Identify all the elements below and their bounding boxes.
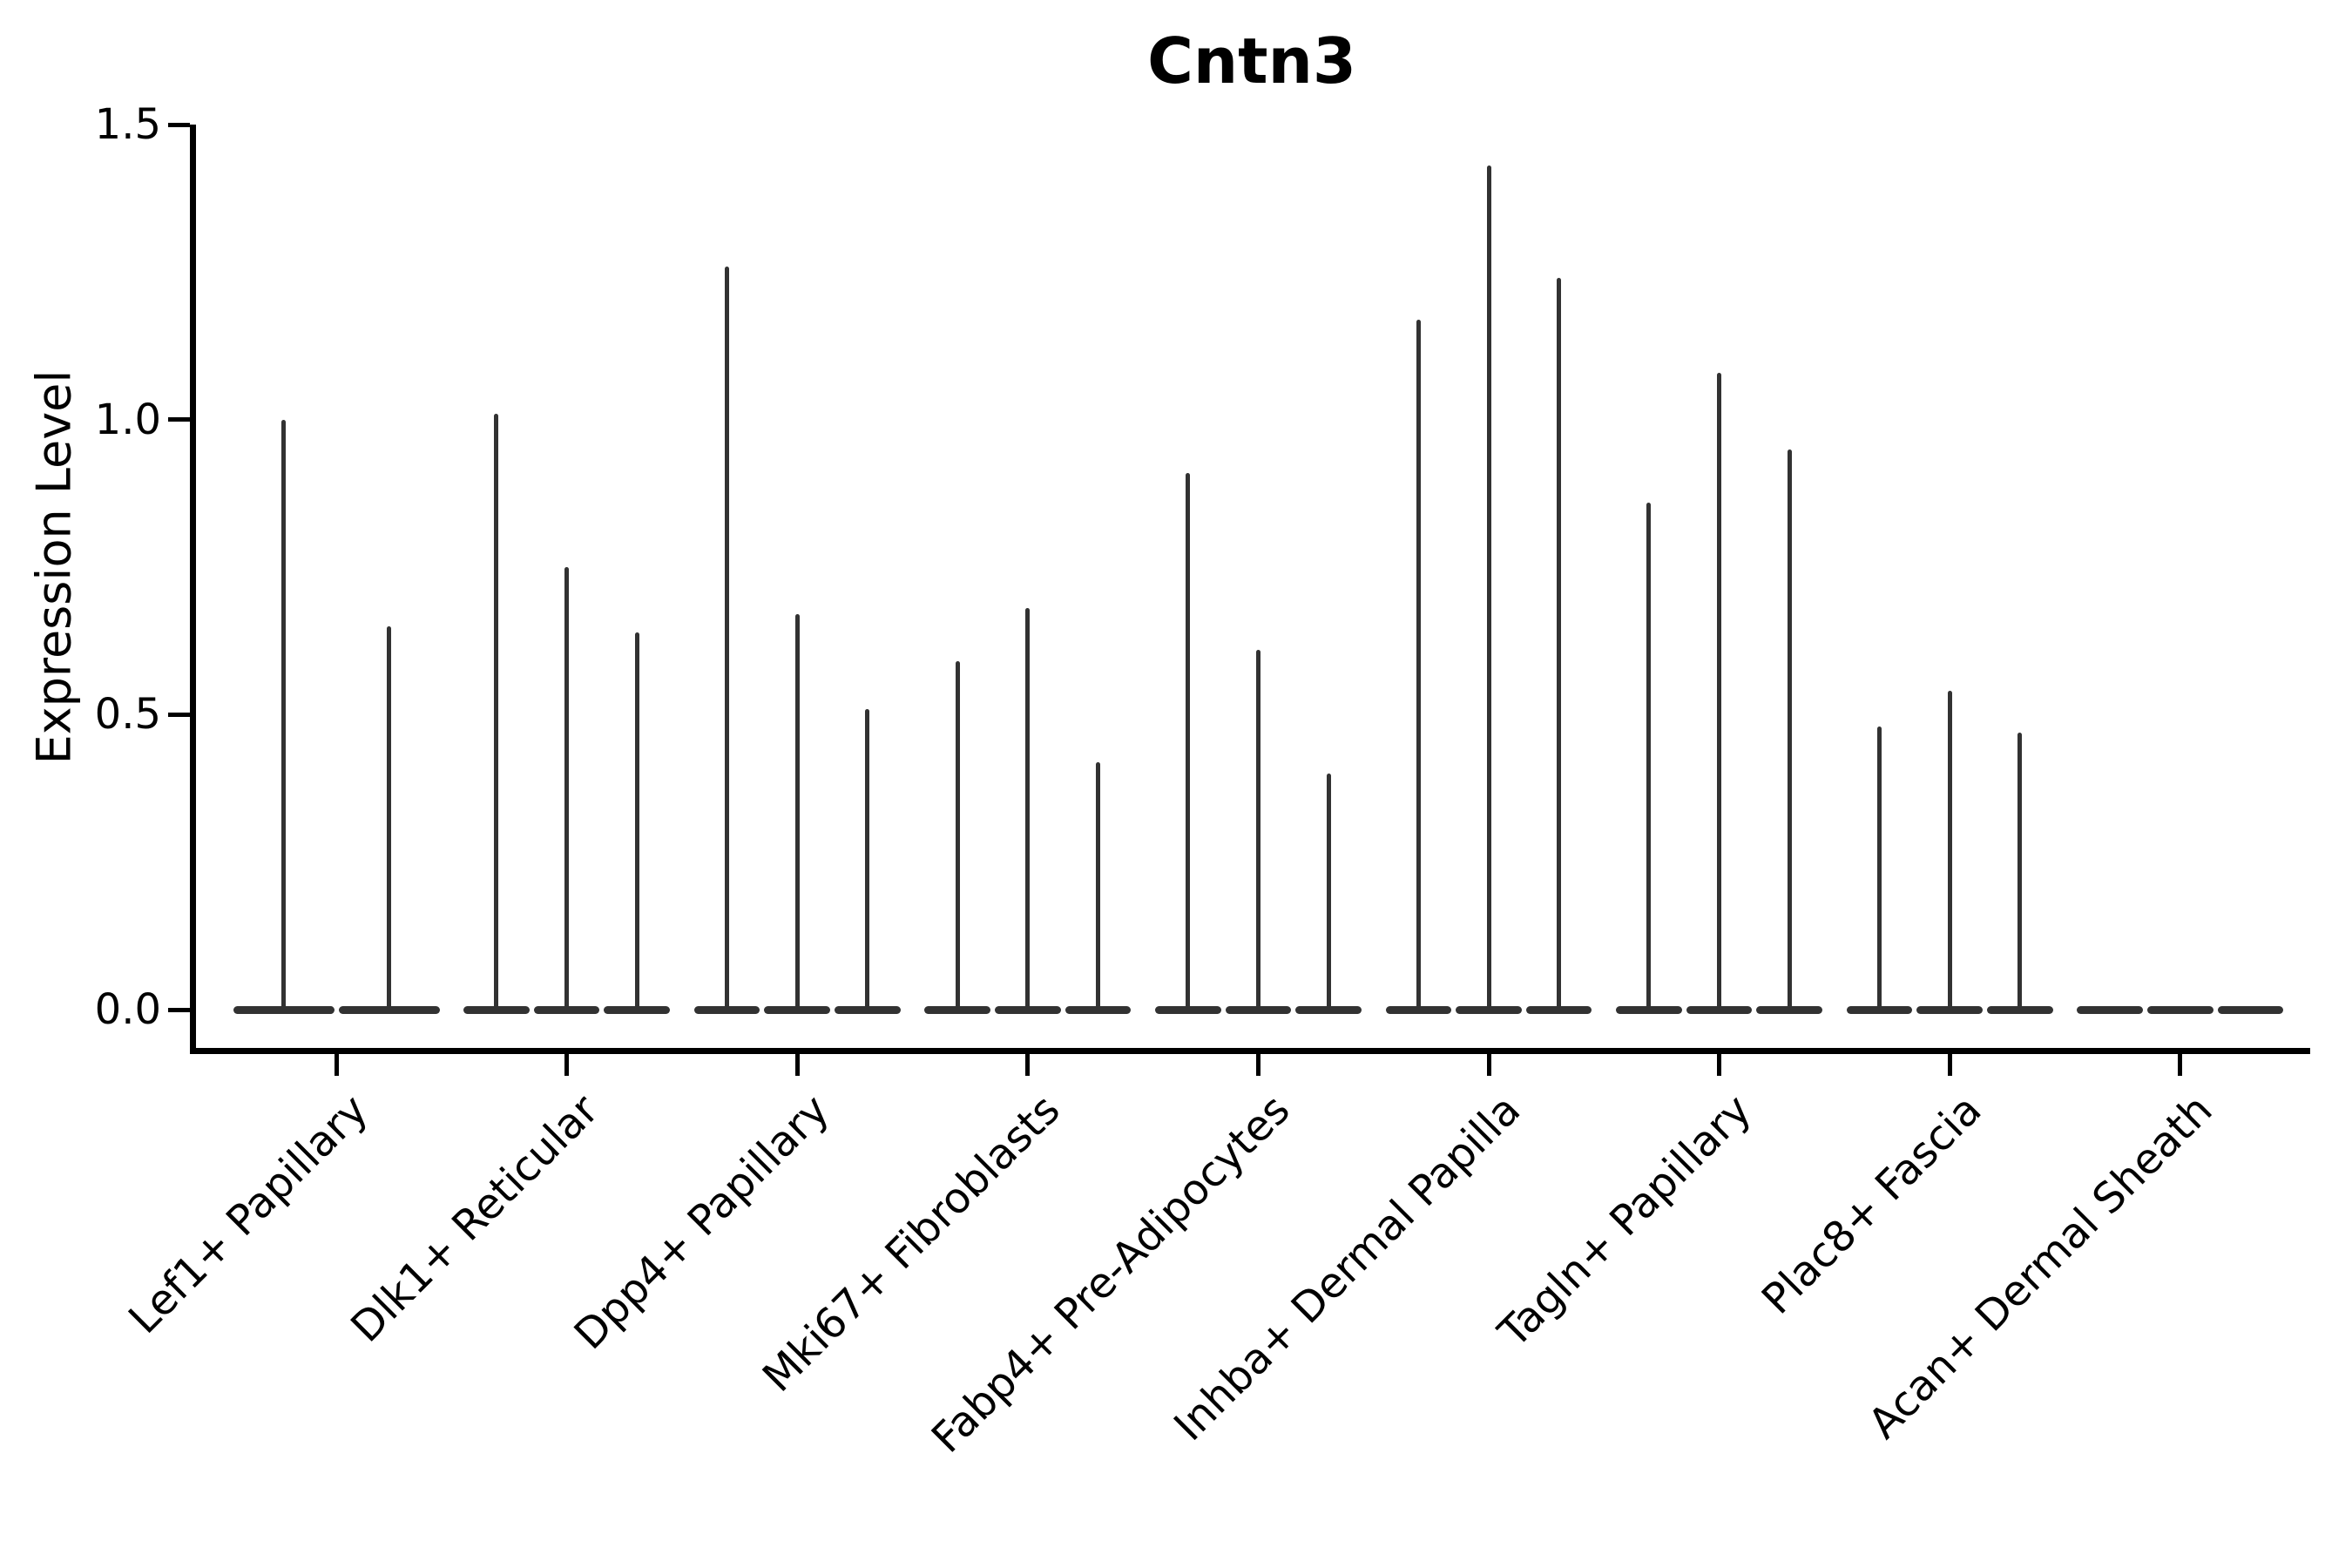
violin-base [604, 1005, 671, 1014]
x-tick-mark [1717, 1054, 1722, 1076]
violin-base [1385, 1005, 1452, 1014]
x-tick-mark [564, 1054, 570, 1076]
violin-base [233, 1005, 335, 1014]
violin-spike [564, 567, 570, 1010]
violin-base [2077, 1005, 2143, 1014]
x-tick-mark [334, 1054, 339, 1076]
violin-spike [1326, 774, 1331, 1010]
violin-base [764, 1005, 831, 1014]
violin-base [463, 1005, 530, 1014]
x-tick-mark [2178, 1054, 2183, 1076]
x-axis-spine [190, 1048, 2310, 1054]
y-tick-mark [168, 712, 190, 717]
x-tick-mark [1947, 1054, 1952, 1076]
violin-spike [1416, 319, 1421, 1010]
violin-spike [387, 625, 391, 1010]
violin-base [1295, 1005, 1362, 1014]
violin-spike [1255, 649, 1260, 1010]
violin-spike [865, 708, 870, 1010]
violin-spike [281, 419, 286, 1010]
violin-base [1916, 1005, 1984, 1014]
violin-base [1756, 1005, 1823, 1014]
violin-base [1686, 1005, 1753, 1014]
violin-base [2146, 1005, 2213, 1014]
y-tick-label: 1.5 [94, 100, 161, 150]
violin-spike [1787, 449, 1792, 1010]
y-tick-mark [168, 417, 190, 422]
y-axis-spine [190, 125, 196, 1054]
x-tick-mark [1255, 1054, 1260, 1076]
x-tick-mark [1486, 1054, 1491, 1076]
x-tick-label: Dpp4+ Papillary [564, 1085, 839, 1360]
violin-spike [1486, 166, 1491, 1010]
violin-base [924, 1005, 990, 1014]
violin-base [1987, 1005, 2053, 1014]
y-tick-mark [168, 1007, 190, 1012]
violin-spike [1717, 372, 1722, 1010]
x-tick-label: Dlk1+ Reticular [341, 1085, 609, 1352]
violin-spike [725, 266, 730, 1010]
violin-base [1846, 1005, 1913, 1014]
chart-title: Cntn3 [1147, 24, 1356, 98]
violin-base [533, 1005, 600, 1014]
violin-base [1456, 1005, 1522, 1014]
x-tick-label: Plac8+ Fascia [1753, 1085, 1991, 1324]
violin-spike [2017, 732, 2023, 1010]
violin-base [994, 1005, 1061, 1014]
violin-base [693, 1005, 760, 1014]
x-tick-label: Tagln+ Papillary [1489, 1085, 1761, 1357]
violin-spike [1025, 608, 1031, 1010]
y-tick-mark [168, 122, 190, 127]
violin-spike [955, 661, 960, 1010]
violin-base [1225, 1005, 1292, 1014]
y-tick-label: 0.0 [94, 985, 161, 1034]
violin-spike [1877, 726, 1882, 1010]
x-tick-mark [1025, 1054, 1031, 1076]
violin-base [1154, 1005, 1221, 1014]
violin-spike [1947, 691, 1952, 1010]
violin-spike [794, 614, 800, 1010]
x-tick-label: Lef1+ Papillary [119, 1085, 378, 1343]
violin-spike [1095, 761, 1100, 1010]
violin-base [338, 1005, 440, 1014]
violin-spike [1557, 278, 1562, 1010]
violin-spike [494, 413, 499, 1010]
x-tick-mark [794, 1054, 800, 1076]
violin-spike [1646, 502, 1652, 1010]
violin-base [2217, 1005, 2284, 1014]
y-axis-label: Expression Level [26, 369, 82, 765]
violin-base [1525, 1005, 1592, 1014]
violin-base [1616, 1005, 1682, 1014]
y-tick-label: 0.5 [94, 690, 161, 740]
violin-spike [634, 632, 639, 1010]
violin-base [835, 1005, 901, 1014]
y-tick-label: 1.0 [94, 395, 161, 444]
violin-spike [1186, 472, 1191, 1010]
violin-base [1064, 1005, 1132, 1014]
